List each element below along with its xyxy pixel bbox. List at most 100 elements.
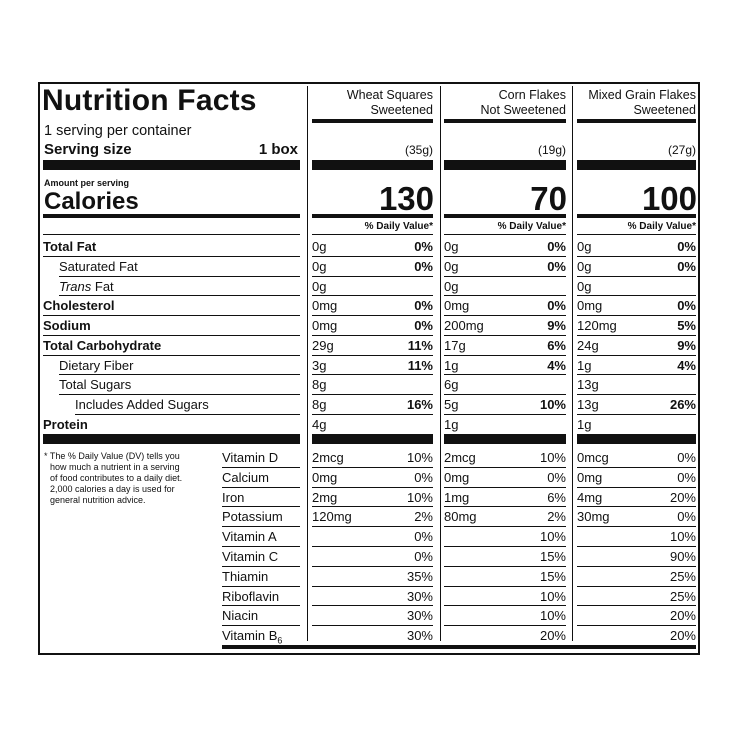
row-rule [312, 487, 433, 488]
footnote-line: * The % Daily Value (DV) tells you [44, 451, 180, 461]
nutrient-label-text: Saturated Fat [59, 258, 138, 274]
micronutrient-daily-value: 30% [406, 628, 433, 644]
row-rule [43, 234, 300, 235]
footnote-line: how much a nutrient in a serving [50, 462, 180, 472]
serving-grams: (19g) [537, 143, 566, 157]
micronutrient-daily-value: 10% [539, 588, 566, 604]
nutrient-daily-value: 11% [407, 357, 433, 373]
row-rule [444, 467, 566, 468]
nutrient-amount: 0g [312, 278, 327, 294]
micronutrient-amount: 0mg [312, 469, 338, 485]
row-rule [222, 566, 300, 567]
nutrient-amount: 5g [444, 397, 459, 412]
nutrient-daily-value: 0% [414, 239, 433, 254]
nutrient-amount: 4g [312, 416, 327, 432]
micronutrient-daily-value: 35% [406, 568, 433, 584]
nutrient-daily-value: 26% [669, 397, 696, 412]
row-rule [312, 586, 433, 587]
micronutrient-amount: 2mg [312, 489, 338, 505]
micronutrient-daily-value: 10% [406, 489, 433, 505]
medium-rule [312, 214, 433, 218]
nutrient-label-text: Total Carbohydrate [43, 337, 162, 353]
row-rule [577, 467, 696, 468]
nutrient-label-text: Total Sugars [59, 377, 132, 393]
row-rule [577, 315, 696, 316]
product-header-rule [444, 119, 566, 123]
nutrient-amount: 0g [577, 239, 592, 254]
nutrient-amount: 0g [577, 278, 592, 294]
row-rule [577, 546, 696, 547]
row-rule [59, 394, 300, 395]
product-name-line1: Corn Flakes [498, 88, 566, 102]
row-rule [312, 295, 433, 296]
row-rule [312, 605, 433, 606]
row-rule [444, 605, 566, 606]
nutrient-label-text: Includes Added Sugars [75, 397, 209, 412]
nutrient-label-text: Cholesterol [43, 298, 115, 314]
nutrient-amount: 0g [444, 258, 459, 274]
nutrient-daily-value: 4% [547, 357, 566, 373]
micronutrient-daily-value: 10% [539, 608, 566, 624]
nutrient-label-text: Fat [91, 278, 114, 294]
row-rule [444, 256, 566, 257]
calories-value: 130 [378, 180, 434, 217]
nutrient-amount: 1g [577, 416, 592, 432]
micronutrient-amount: 0mcg [577, 450, 609, 465]
bottom-rule [222, 645, 696, 649]
row-rule [444, 335, 566, 336]
nutrient-label: Includes Added Sugars [75, 398, 209, 411]
micronutrient-daily-value: 30% [406, 588, 433, 604]
row-rule [444, 234, 566, 235]
micronutrient-amount: 80mg [444, 509, 477, 525]
micronutrient-daily-value: 10% [539, 450, 566, 465]
micronutrient-daily-value: 0% [677, 469, 696, 485]
nutrient-amount: 3g [312, 357, 327, 373]
row-rule [312, 526, 433, 527]
micronutrient-daily-value: 10% [406, 450, 433, 465]
row-rule [444, 374, 566, 375]
nutrient-daily-value: 0% [547, 239, 566, 254]
row-rule [312, 335, 433, 336]
row-rule [312, 355, 433, 356]
micronutrient-amount: 1mg [444, 489, 470, 505]
nutrient-amount: 13g [577, 377, 599, 393]
serving-size-value: 1 box [258, 141, 298, 158]
nutrient-amount: 0g [312, 239, 327, 254]
nutrient-label: Total Sugars [59, 378, 131, 391]
row-rule [444, 414, 566, 415]
medium-rule [444, 214, 566, 218]
row-rule [577, 374, 696, 375]
row-rule [312, 315, 433, 316]
row-rule [312, 506, 433, 507]
row-rule [577, 487, 696, 488]
row-rule [75, 414, 300, 415]
medium-rule [43, 214, 300, 218]
nutrient-daily-value: 16% [406, 397, 433, 412]
micronutrient-label: Vitamin B6 [222, 629, 282, 646]
row-rule [312, 566, 433, 567]
row-rule [222, 625, 300, 626]
nutrient-label: Trans Fat [59, 280, 114, 293]
micronutrient-label: Niacin [222, 609, 258, 622]
row-rule [43, 355, 300, 356]
nutrient-amount: 0mg [444, 298, 470, 314]
product-name-line1: Mixed Grain Flakes [588, 88, 696, 102]
row-rule [577, 276, 696, 277]
nutrient-amount: 0mg [577, 298, 603, 314]
nutrient-label: Total Fat [43, 240, 96, 253]
micronutrient-label: Thiamin [222, 570, 268, 583]
row-rule [444, 506, 566, 507]
row-rule [312, 276, 433, 277]
micronutrient-daily-value: 15% [539, 568, 566, 584]
medium-rule [577, 214, 696, 218]
row-rule [577, 566, 696, 567]
micronutrient-amount: 2mcg [312, 450, 344, 465]
row-rule [444, 546, 566, 547]
nutrient-daily-value: 10% [539, 397, 566, 412]
micronutrient-daily-value: 0% [414, 529, 433, 545]
product-header-rule [312, 119, 433, 123]
nutrient-daily-value: 4% [677, 357, 696, 373]
micronutrient-daily-value: 0% [414, 469, 433, 485]
thick-rule [577, 434, 696, 444]
product-name-line2: Sweetened [633, 103, 696, 117]
